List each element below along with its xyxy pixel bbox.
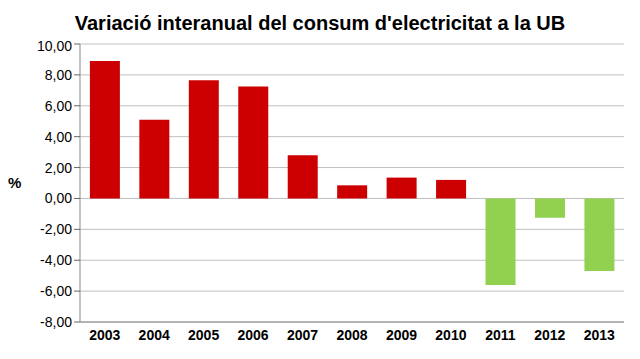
svg-text:-6,00: -6,00 <box>40 283 72 299</box>
svg-text:2012: 2012 <box>534 327 565 343</box>
svg-text:2005: 2005 <box>188 327 219 343</box>
svg-text:6,00: 6,00 <box>45 98 72 114</box>
svg-text:2007: 2007 <box>287 327 318 343</box>
svg-text:8,00: 8,00 <box>45 67 72 83</box>
svg-text:2003: 2003 <box>89 327 120 343</box>
svg-text:2008: 2008 <box>336 327 367 343</box>
svg-text:%: % <box>8 174 21 191</box>
svg-text:2010: 2010 <box>435 327 466 343</box>
svg-text:2011: 2011 <box>485 327 516 343</box>
svg-text:2009: 2009 <box>386 327 417 343</box>
svg-text:2013: 2013 <box>584 327 615 343</box>
svg-text:2,00: 2,00 <box>45 160 72 176</box>
svg-text:0,00: 0,00 <box>45 190 72 206</box>
svg-text:-8,00: -8,00 <box>40 314 72 330</box>
html-text:Variació interanual del consum: Variació interanual del consum d'electri… <box>74 12 566 34</box>
svg-text:2006: 2006 <box>238 327 269 343</box>
svg-text:2004: 2004 <box>139 327 170 343</box>
svg-text:-4,00: -4,00 <box>40 252 72 268</box>
svg-text:4,00: 4,00 <box>45 129 72 145</box>
svg-text:10,00: 10,00 <box>37 38 72 54</box>
svg-text:-2,00: -2,00 <box>40 221 72 237</box>
